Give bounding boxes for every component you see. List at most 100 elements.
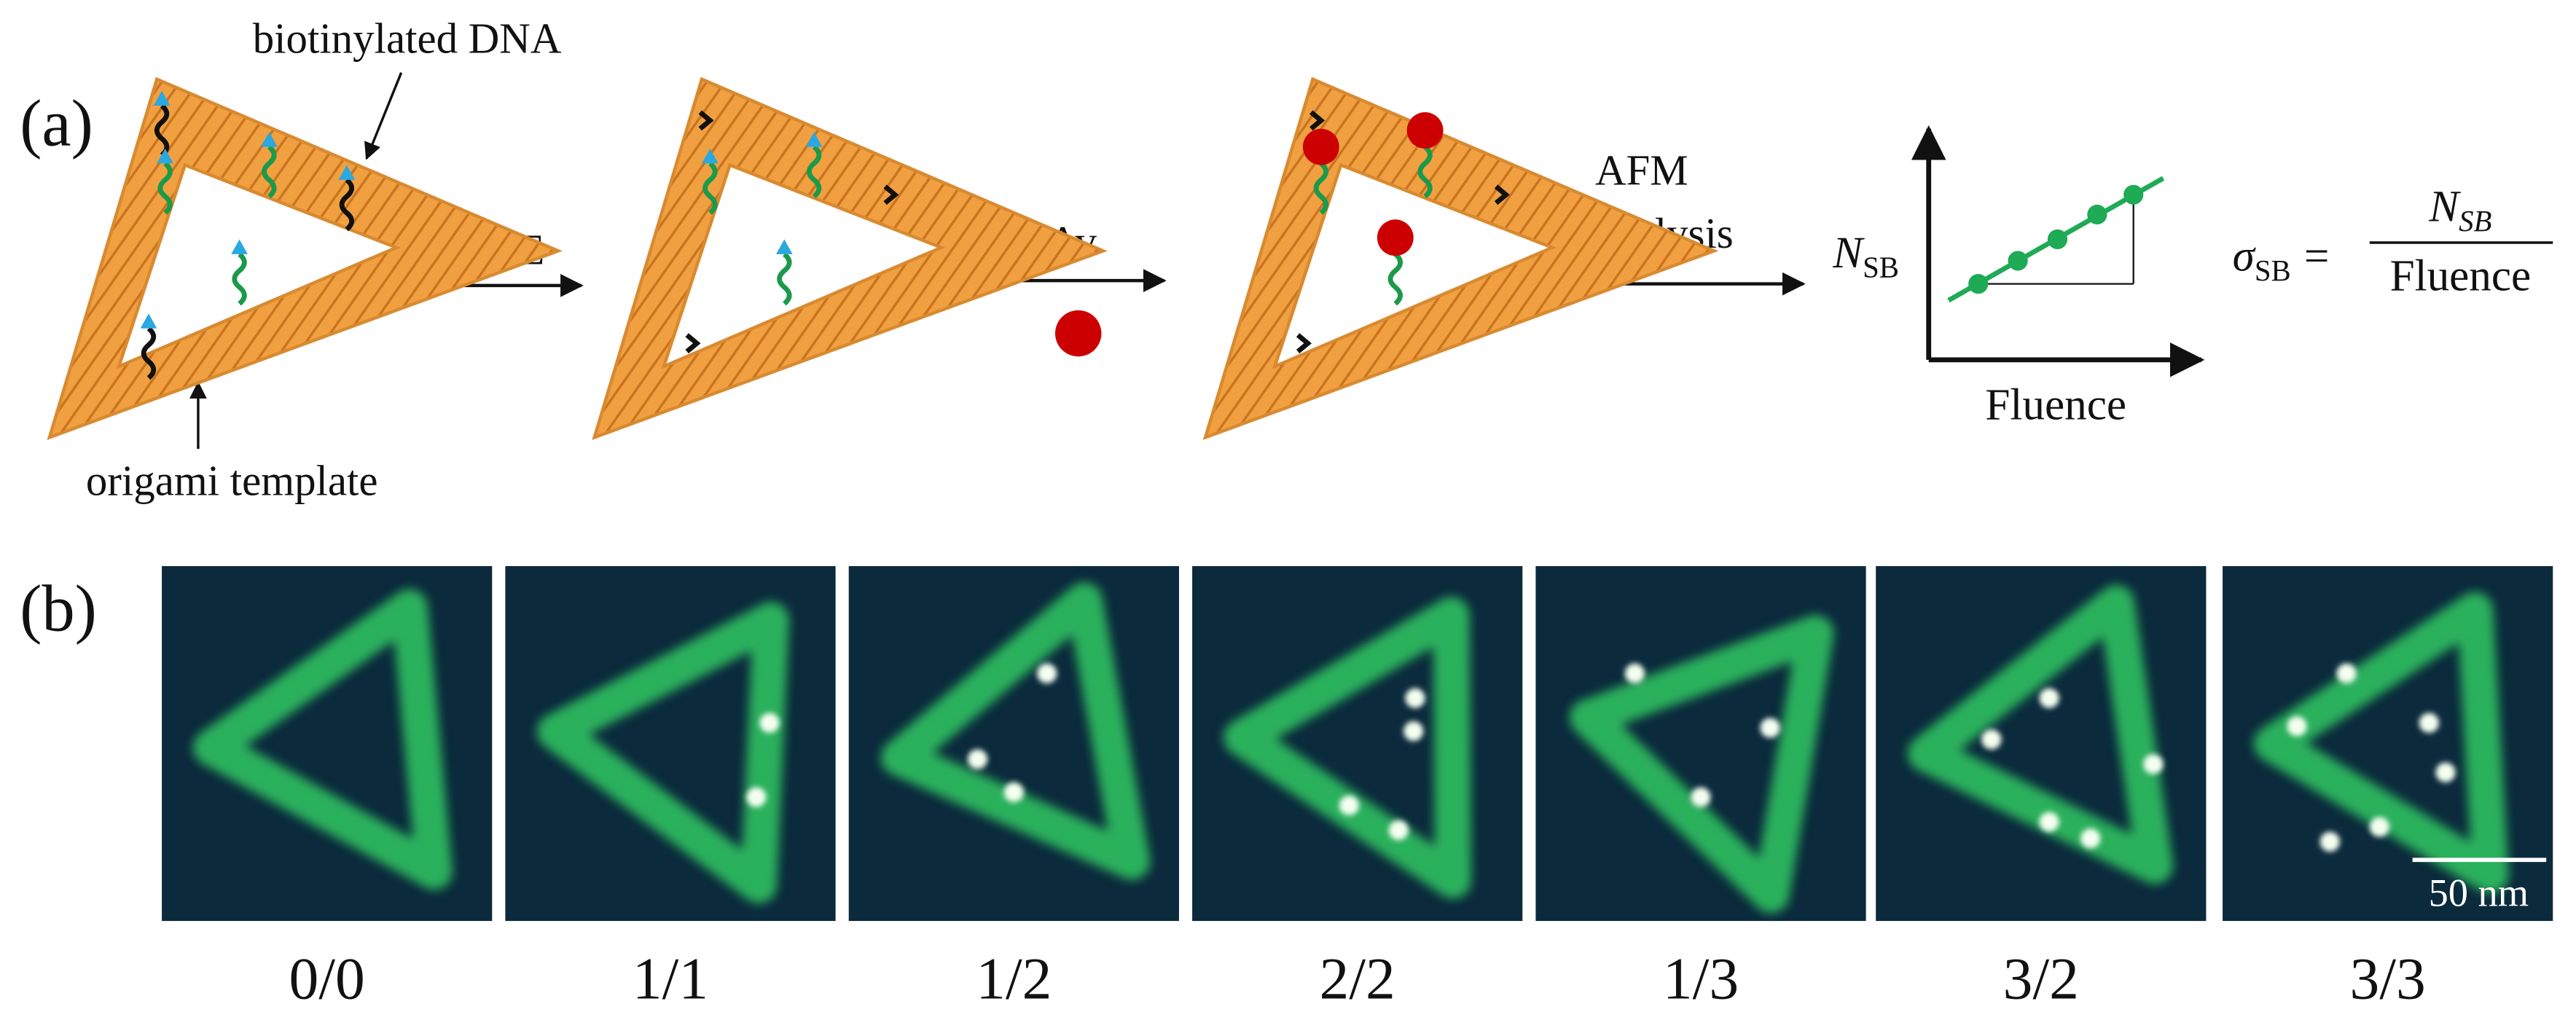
afm-spot (967, 749, 988, 769)
panel-label: (b) (20, 571, 97, 645)
afm-spot (2039, 688, 2059, 708)
symbol: N (1832, 228, 1865, 278)
axis-label: Fluence (1985, 380, 2126, 429)
streptavidin (1406, 112, 1444, 149)
step-label: AFM (1595, 147, 1688, 195)
plot-dot (2047, 229, 2068, 250)
afm-image: 3/2 (1876, 566, 2207, 1012)
biotin (231, 239, 248, 254)
subscript: SB (1863, 251, 1899, 284)
afm-origami (1907, 585, 2174, 884)
biotin (805, 132, 823, 147)
afm-spot (1339, 795, 1359, 816)
numerator: NSB (2428, 182, 2491, 238)
afm-image: 0/0 (162, 566, 493, 1012)
plot-dot (1968, 274, 1989, 294)
schematic-plot: NSB Fluence (1832, 125, 2205, 429)
afm-spot (759, 713, 780, 733)
plot-dot (2123, 184, 2144, 205)
dna-strand (1313, 161, 1328, 215)
dna-strand (702, 161, 718, 215)
formula: σSB = NSB Fluence (2233, 182, 2553, 301)
dna-stub (1296, 333, 1312, 354)
dna-strand (777, 252, 792, 306)
origami-template (592, 76, 1108, 441)
afm-image: 2/2 (1192, 566, 1523, 1012)
streptavidin (1377, 219, 1414, 256)
afm-spot (746, 787, 767, 807)
dna-strand (154, 103, 170, 157)
afm-origami (880, 582, 1151, 880)
dna-strand (157, 161, 173, 215)
afm-spot (2419, 713, 2439, 733)
dna-strand (262, 145, 277, 199)
panel-label: (a) (20, 86, 93, 160)
scale-bar-label: 50 nm (2429, 871, 2529, 915)
afm-spot (2319, 831, 2340, 852)
biotin (338, 165, 356, 180)
origami-template (47, 76, 563, 441)
dna-strand (232, 252, 247, 306)
afm-spot (2435, 762, 2456, 782)
dna-strand (1387, 252, 1403, 306)
origami (592, 76, 1108, 441)
afm-spot (1404, 721, 1424, 742)
subscript: SB (2255, 254, 2291, 287)
image-label: 1/1 (633, 946, 708, 1012)
biotin (702, 148, 719, 164)
afm-image: 1/2 (848, 566, 1179, 1012)
biotin (153, 90, 171, 106)
afm-spot (2039, 812, 2059, 832)
annotation: biotinylated DNA (253, 15, 562, 62)
equals: = (2304, 232, 2330, 281)
afm-origami (2253, 592, 2509, 894)
dna-stub (1309, 110, 1326, 131)
afm-spot (2336, 663, 2357, 683)
afm-image: 1/3 (1535, 566, 1866, 1012)
afm-spot (2287, 716, 2307, 737)
dna-strand (141, 326, 157, 380)
axis-label: NSB (1832, 228, 1899, 284)
afm-spot (1405, 688, 1425, 708)
dna-stub (698, 110, 714, 131)
origami (1202, 76, 1719, 441)
afm-origami (537, 602, 789, 903)
image-label: 0/0 (289, 946, 365, 1012)
image-label: 2/2 (1320, 946, 1395, 1012)
symbol: N (2428, 182, 2461, 232)
afm-spot (2369, 817, 2389, 837)
dna-strand (806, 145, 822, 199)
afm-image: 1/1 (505, 566, 836, 1012)
formula-lhs: σSB = (2233, 232, 2330, 288)
afm-spot (1624, 663, 1645, 683)
image-label: 3/2 (2003, 946, 2079, 1012)
afm-spot (1691, 787, 1711, 807)
afm-spot (1981, 729, 2002, 750)
afm-image: 3/3 (2223, 566, 2553, 1012)
biotin (140, 313, 157, 329)
afm-origami (1570, 615, 1834, 914)
subscript: SB (2459, 205, 2491, 238)
afm-spot (1037, 663, 1057, 683)
image-label: 3/3 (2350, 946, 2426, 1012)
annotation: origami template (86, 458, 378, 505)
pointer (364, 72, 403, 160)
plot-dot (2087, 204, 2107, 225)
afm-spot (2143, 754, 2164, 774)
streptavidin (1054, 310, 1102, 357)
afm-spot (1388, 820, 1409, 841)
image-label: 1/3 (1663, 946, 1739, 1012)
dna-stub (685, 333, 701, 354)
biotin (776, 239, 793, 254)
symbol: σ (2233, 232, 2257, 281)
image-label: 1/2 (976, 946, 1052, 1012)
afm-origami (193, 589, 453, 890)
afm-spot (1760, 718, 1780, 738)
dna-stub (883, 184, 899, 205)
dna-strand (339, 178, 355, 232)
afm-spot (1003, 782, 1024, 802)
dna-strand (1417, 145, 1433, 199)
origami-template (1202, 76, 1719, 441)
